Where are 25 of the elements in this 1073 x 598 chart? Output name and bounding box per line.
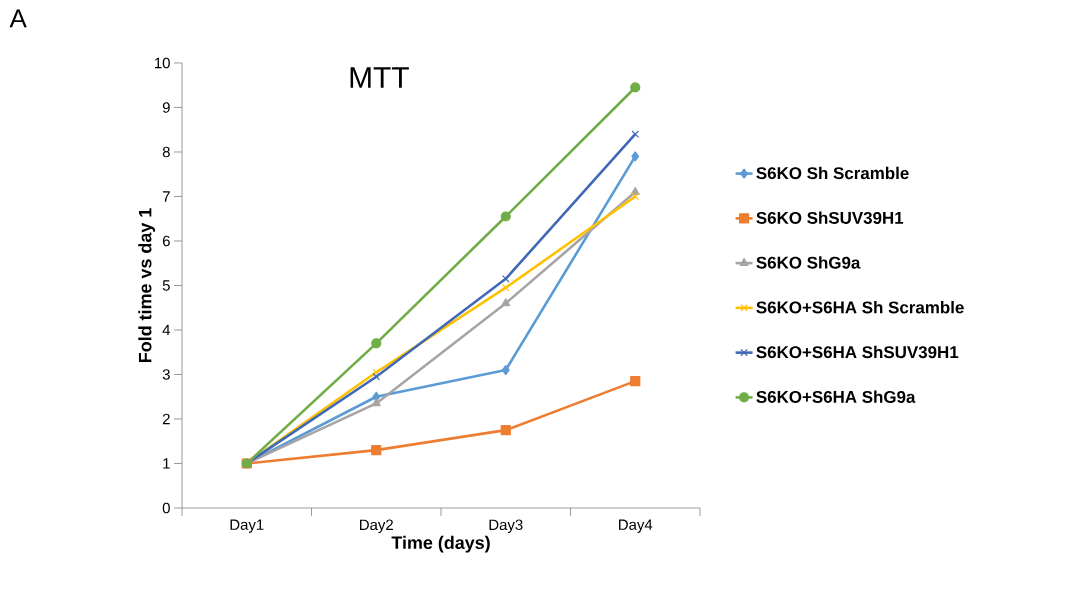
y-tick-label: 2 xyxy=(162,413,170,425)
legend-label: S6KO+S6HA ShG9a xyxy=(756,390,916,403)
x-tick-label: Day4 xyxy=(619,519,653,533)
y-tick-label: 3 xyxy=(162,369,170,380)
y-tick-label: 9 xyxy=(162,102,170,113)
y-tick-label: 0 xyxy=(162,502,170,514)
y-tick-label: 1 xyxy=(163,458,170,469)
text: A xyxy=(9,9,27,28)
y-tick-label: 6 xyxy=(162,235,170,247)
x-tick-label: Day3 xyxy=(489,519,523,534)
y-tick-label: 4 xyxy=(162,324,171,336)
y-tick-label: 8 xyxy=(162,146,170,158)
legend-label: S6KO ShG9a xyxy=(756,256,861,269)
x-tick-label: Day1 xyxy=(230,519,264,533)
legend-label: S6KO+S6HA Sh Scramble xyxy=(756,300,964,314)
y-tick-label: 10 xyxy=(155,57,170,69)
y-tick-label: 5 xyxy=(162,280,170,291)
y-tick-label: 7 xyxy=(162,191,170,202)
legend-label: S6KO ShSUV39H1 xyxy=(756,211,904,224)
chart-title: MTT xyxy=(350,67,409,88)
x-tick-label: Day2 xyxy=(360,519,393,534)
legend-label: S6KO Sh Scramble xyxy=(756,166,909,180)
y-axis-title: Fold time vs day 1 xyxy=(138,208,156,363)
x-axis-title: Time (days) xyxy=(391,535,490,553)
legend-label: S6KO+S6HA ShSUV39H1 xyxy=(756,345,959,359)
